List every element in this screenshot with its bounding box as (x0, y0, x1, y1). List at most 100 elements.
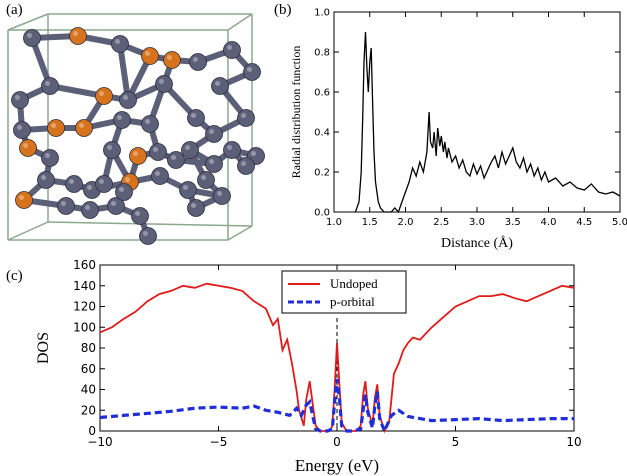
host-atom (243, 63, 261, 81)
atom-highlight (227, 145, 232, 150)
legend-label-undoped: Undoped (330, 276, 378, 291)
dos-legend: Undoped p-orbital (281, 270, 407, 314)
dos-x-ticks: −10 −5 0 5 10 (87, 265, 582, 449)
unit-cell-edge (7, 221, 49, 241)
atom-highlight (191, 113, 196, 118)
atom-highlight (125, 177, 130, 182)
dos-y-tick-label: 100 (73, 320, 96, 334)
atom-highlight (217, 191, 222, 196)
host-atom (11, 91, 29, 109)
legend-label-p-orbital: p-orbital (330, 294, 375, 309)
rdf-x-tick-label: 4.5 (576, 217, 592, 228)
host-atom (41, 77, 59, 95)
atom-highlight (15, 95, 20, 100)
dos-p-orbital-line (99, 378, 574, 436)
atom-highlight (123, 95, 128, 100)
dos-x-axis-label: Energy (eV) (295, 456, 379, 475)
rdf-x-tick-label: 2.0 (398, 217, 414, 228)
atom-highlight (191, 203, 196, 208)
host-atom (189, 53, 207, 71)
rdf-x-tick-label: 4.0 (541, 217, 557, 228)
host-atom (65, 175, 83, 193)
rdf-x-ticks: 1.0 1.5 2.0 2.5 3.0 3.5 4.0 4.5 5.0 (326, 12, 627, 228)
atom-highlight (227, 45, 232, 50)
dos-y-tick-label: 160 (73, 258, 96, 272)
atom-highlight (119, 187, 124, 192)
dos-y-tick-label: 20 (81, 403, 96, 417)
unit-cell-edge (227, 225, 253, 241)
dos-x-tick-label: −5 (210, 435, 228, 449)
host-atom (115, 183, 133, 201)
dos-x-tick-label: 5 (452, 435, 460, 449)
atom-highlight (209, 159, 214, 164)
atom-highlight (171, 155, 176, 160)
host-atom (197, 171, 215, 189)
host-atom (41, 149, 59, 167)
rdf-y-tick-label: 1.0 (314, 8, 330, 19)
atom-highlight (73, 31, 78, 36)
dos-chart: −10 −5 0 5 10 0 20 40 60 80 100 120 140 160 Undoped … (35, 258, 582, 475)
bond (117, 41, 131, 103)
atomic-structure-panel (7, 13, 265, 245)
host-atom (167, 151, 185, 169)
dos-y-tick-label: 40 (81, 383, 96, 397)
atom-highlight (69, 179, 74, 184)
atom-highlight (247, 67, 252, 72)
atom-highlight (99, 91, 104, 96)
rdf-plot-frame (333, 11, 621, 213)
atom-highlight (85, 205, 90, 210)
rdf-series-line (354, 31, 621, 214)
host-atom (23, 29, 41, 47)
host-atom (81, 201, 99, 219)
atom-highlight (251, 151, 256, 156)
host-atom (223, 141, 241, 159)
atom-highlight (241, 113, 246, 118)
host-atom (107, 197, 125, 215)
dopant-atom (95, 87, 113, 105)
dopant-atom (69, 27, 87, 45)
atom-highlight (45, 153, 50, 158)
atom-highlight (241, 161, 246, 166)
host-atom (131, 207, 149, 225)
dos-y-tick-label: 0 (88, 424, 96, 438)
atom-highlight (167, 55, 172, 60)
host-atom (205, 155, 223, 173)
dos-x-tick-label: 10 (566, 435, 581, 449)
dopant-atom (141, 47, 159, 65)
host-atom (151, 167, 169, 185)
dos-y-tick-label: 80 (81, 341, 96, 355)
host-atom (187, 109, 205, 127)
rdf-x-tick-label: 2.5 (433, 217, 449, 228)
dos-x-tick-label: −10 (87, 435, 112, 449)
host-atom (149, 143, 167, 161)
host-atom (223, 41, 241, 59)
atom-highlight (27, 33, 32, 38)
host-atom (211, 77, 229, 95)
host-atom (237, 157, 255, 175)
atom-highlight (153, 147, 158, 152)
rdf-y-tick-label: 0.2 (314, 168, 330, 179)
atom-highlight (23, 143, 28, 148)
rdf-x-axis-label: Distance (Å) (441, 235, 513, 251)
unit-cell-edge (7, 13, 49, 31)
host-atom (113, 111, 131, 129)
rdf-chart: 1.0 1.5 2.0 2.5 3.0 3.5 4.0 4.5 5.0 0.0 0.2 0.4 0.6… (289, 8, 627, 252)
host-atom (103, 141, 121, 159)
atom-highlight (41, 175, 46, 180)
atom-highlight (159, 79, 164, 84)
dos-y-ticks: 0 20 40 60 80 100 120 140 160 (73, 258, 574, 438)
rdf-y-axis-label: Radial distribution function (289, 46, 303, 179)
dopant-atom (19, 139, 37, 157)
dos-undoped-line (99, 282, 575, 434)
host-atom (119, 91, 137, 109)
atom-highlight (183, 185, 188, 190)
atom-highlight (61, 201, 66, 206)
atom-highlight (115, 39, 120, 44)
rdf-x-tick-label: 1.0 (326, 217, 342, 228)
host-atom (95, 175, 113, 193)
dopant-atom (129, 147, 147, 165)
atom-highlight (201, 175, 206, 180)
atom-highlight (99, 179, 104, 184)
rdf-y-tick-label: 0.6 (314, 88, 330, 99)
host-atom (205, 125, 223, 143)
